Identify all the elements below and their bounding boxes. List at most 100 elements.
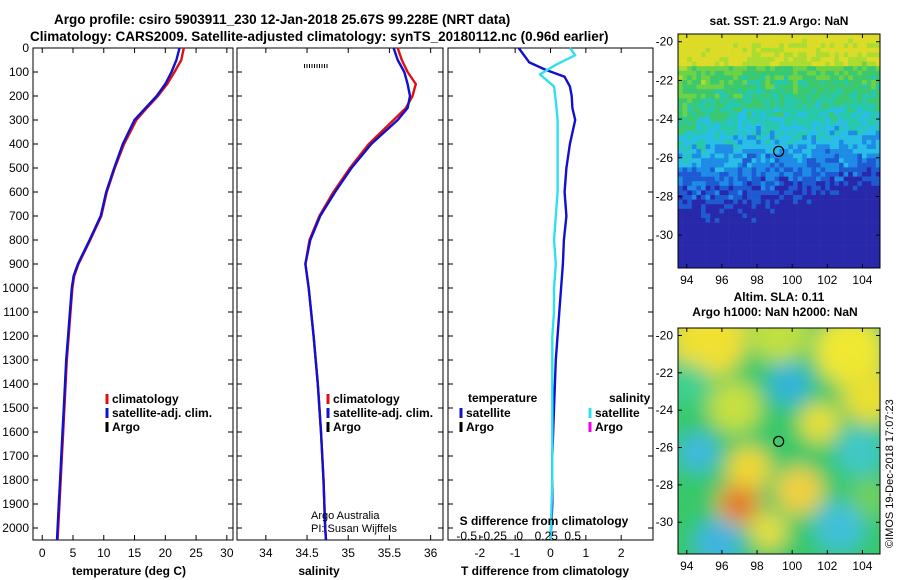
sst-pixel [820, 61, 826, 67]
sst-pixel [797, 43, 803, 49]
sst-pixel [802, 199, 808, 205]
sst-pixel [705, 116, 711, 122]
sst-pixel [797, 213, 803, 219]
sst-pixel [701, 250, 706, 256]
sst-pixel [871, 61, 877, 67]
sst-pixel [797, 52, 803, 58]
sst-pixel [793, 112, 798, 118]
sst-pixel [682, 222, 688, 228]
sst-pixel [866, 153, 872, 159]
sst-pixel [857, 167, 863, 173]
sst-pixel [816, 43, 821, 49]
sst-pixel [802, 172, 808, 177]
sst-pixel [820, 34, 826, 39]
sst-pixel [811, 121, 817, 127]
sst-pixel [728, 144, 734, 150]
sst-pixel [747, 52, 752, 58]
sst-pixel [834, 259, 840, 265]
sst-pixel [866, 43, 872, 49]
sst-pixel [701, 84, 706, 90]
sst-pixel [756, 195, 762, 200]
sst-pixel [829, 107, 835, 113]
sst-pixel [742, 47, 748, 53]
sst-pixel [866, 245, 872, 251]
sst-pixel [820, 227, 826, 233]
sst-pixel [806, 139, 812, 145]
sst-pixel [682, 38, 688, 44]
sst-pixel [724, 181, 729, 187]
sst-pixel [857, 241, 863, 246]
sst-pixel [760, 57, 766, 62]
sst-pixel [714, 70, 720, 76]
sst-pixel [816, 52, 821, 58]
sst-pixel [820, 254, 826, 260]
sst-pixel [682, 121, 688, 127]
sst-pixel [820, 126, 826, 131]
sst-pixel [788, 84, 794, 90]
sst-pixel [760, 245, 766, 251]
sst-pixel [866, 52, 872, 58]
sst-pixel [834, 139, 840, 145]
sst-pixel [793, 236, 798, 242]
sst-pixel [875, 241, 880, 246]
sst-pixel [737, 38, 743, 44]
sst-pixel [687, 116, 693, 122]
sst-pixel [875, 43, 880, 49]
sla-map-frame [677, 327, 881, 555]
sst-pixel [797, 121, 803, 127]
sst-pixel [839, 61, 844, 67]
sst-pixel [816, 144, 821, 150]
sst-pixel [839, 162, 844, 168]
sst-pixel [866, 162, 872, 168]
sst-pixel [779, 208, 785, 214]
sst-pixel [691, 227, 697, 233]
sst-pixel [811, 70, 817, 76]
sst-pixel [829, 66, 835, 72]
sst-pixel [678, 254, 683, 260]
sst-pixel [747, 172, 752, 177]
sst-pixel [802, 213, 808, 219]
sst-pixel [737, 259, 743, 265]
sst-pixel [852, 57, 858, 62]
sst-pixel [747, 34, 752, 39]
sst-pixel [783, 89, 789, 95]
sst-pixel [875, 218, 880, 223]
sst-pixel [751, 190, 757, 196]
sst-pixel [816, 204, 821, 210]
sst-pixel [724, 241, 729, 246]
sst-pixel [705, 57, 711, 62]
sst-pixel [797, 181, 803, 187]
sst-pixel [760, 176, 766, 182]
sst-pixel [862, 236, 867, 242]
sst-pixel [806, 149, 812, 154]
sst-pixel [806, 222, 812, 228]
sst-pixel [857, 135, 863, 141]
sst-pixel [728, 241, 734, 246]
sst-pixel [779, 185, 785, 191]
salinity-panel: 34 34.5 35 35.5 36salinityclimatologysatelli… [236, 47, 444, 578]
x-tick-label: 34.5 [295, 546, 319, 560]
sst-pixel [760, 38, 766, 44]
sst-pixel [714, 89, 720, 95]
sst-pixel [696, 80, 702, 85]
x-tick-label: 2 [618, 546, 625, 560]
sst-pixel [779, 190, 785, 196]
sst-pixel [871, 98, 877, 104]
sst-pixel [797, 98, 803, 104]
sst-pixel [802, 47, 808, 53]
sst-pixel [733, 185, 739, 191]
sst-pixel [687, 112, 693, 118]
sst-pixel [687, 126, 693, 131]
sst-pixel [839, 172, 844, 177]
sst-pixel [742, 250, 748, 256]
sst-pixel [779, 250, 785, 256]
sst-pixel [875, 70, 880, 76]
sst-pixel [687, 52, 693, 58]
sst-pixel [765, 112, 771, 118]
sst-pixel [701, 93, 706, 99]
sst-pixel [797, 144, 803, 150]
sst-pixel [774, 66, 780, 72]
sst-pixel [724, 103, 729, 108]
sst-pixel [765, 204, 771, 210]
sst-pixel [783, 199, 789, 205]
